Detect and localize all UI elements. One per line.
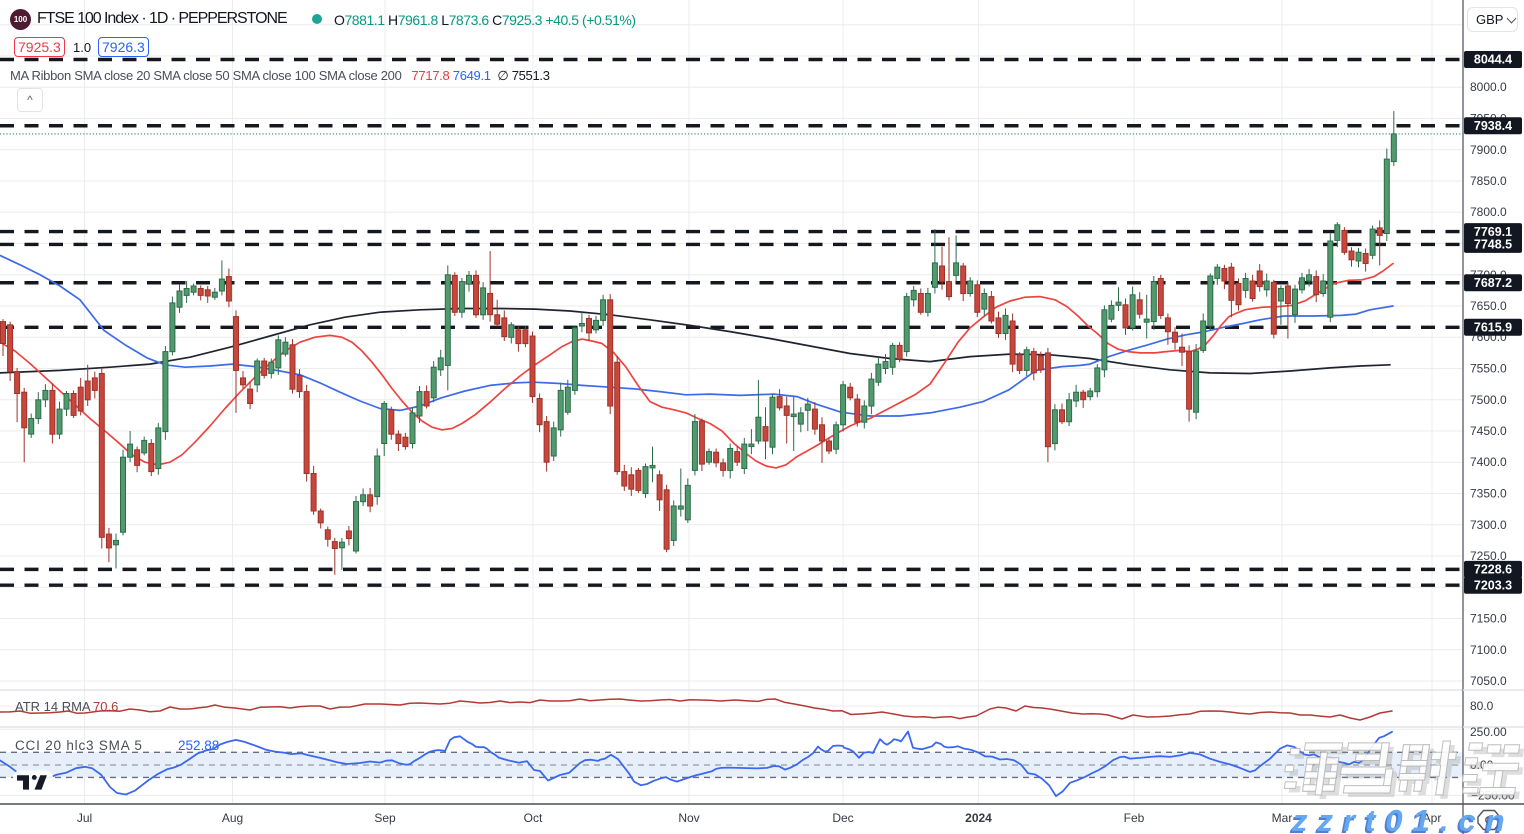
svg-text:2024: 2024 <box>965 811 992 825</box>
svg-text:Oct: Oct <box>524 811 543 825</box>
svg-text:7769.1: 7769.1 <box>1474 225 1512 239</box>
svg-text:7748.5: 7748.5 <box>1474 238 1512 252</box>
svg-text:7300.0: 7300.0 <box>1470 518 1507 532</box>
svg-text:7938.4: 7938.4 <box>1474 119 1512 133</box>
svg-text:80.0: 80.0 <box>1470 699 1494 713</box>
svg-text:zzrt01.cn: zzrt01.cn <box>1291 803 1515 834</box>
svg-text:7250.0: 7250.0 <box>1470 549 1507 563</box>
svg-text:7900.0: 7900.0 <box>1470 143 1507 157</box>
svg-text:Nov: Nov <box>678 811 699 825</box>
svg-text:7050.0: 7050.0 <box>1470 674 1507 688</box>
svg-text:7687.2: 7687.2 <box>1474 276 1512 290</box>
svg-text:250.00: 250.00 <box>1470 725 1507 739</box>
svg-text:Jul: Jul <box>77 811 92 825</box>
svg-text:7150.0: 7150.0 <box>1470 612 1507 626</box>
svg-text:7615.9: 7615.9 <box>1474 321 1512 335</box>
svg-text:7500.0: 7500.0 <box>1470 393 1507 407</box>
svg-text:7350.0: 7350.0 <box>1470 487 1507 501</box>
svg-text:7203.3: 7203.3 <box>1474 578 1512 592</box>
svg-text:7550.0: 7550.0 <box>1470 362 1507 376</box>
svg-text:zzrt01.cn: zzrt01.cn <box>1289 805 1513 834</box>
svg-text:8000.0: 8000.0 <box>1470 80 1507 94</box>
svg-text:Dec: Dec <box>832 811 853 825</box>
svg-text:7800.0: 7800.0 <box>1470 205 1507 219</box>
svg-text:7228.6: 7228.6 <box>1474 563 1512 577</box>
svg-text:Feb: Feb <box>1124 811 1145 825</box>
svg-text:7450.0: 7450.0 <box>1470 424 1507 438</box>
svg-text:7650.0: 7650.0 <box>1470 299 1507 313</box>
svg-text:Sep: Sep <box>374 811 396 825</box>
svg-text:Aug: Aug <box>222 811 243 825</box>
svg-text:7100.0: 7100.0 <box>1470 643 1507 657</box>
svg-text:Apr: Apr <box>1423 811 1442 825</box>
svg-text:8044.4: 8044.4 <box>1474 53 1512 67</box>
svg-text:7400.0: 7400.0 <box>1470 455 1507 469</box>
svg-text:Mar: Mar <box>1272 811 1293 825</box>
svg-text:7850.0: 7850.0 <box>1470 174 1507 188</box>
